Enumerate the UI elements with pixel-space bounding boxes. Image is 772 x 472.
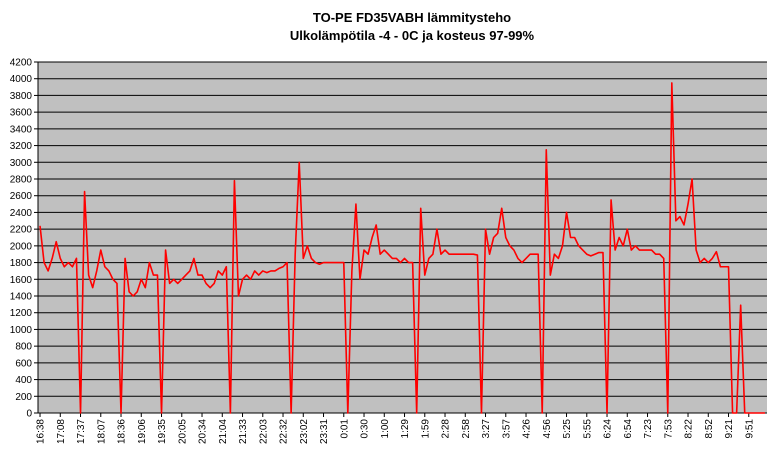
x-tick-label: 2:28 (441, 419, 452, 439)
x-tick-label: 23:31 (319, 419, 330, 444)
y-tick-label: 3800 (10, 91, 33, 102)
y-tick-label: 4200 (10, 58, 33, 69)
x-tick-label: 9:51 (744, 419, 755, 439)
x-tick-label: 2:58 (461, 419, 472, 439)
y-tick-label: 400 (15, 375, 32, 386)
x-tick-label: 4:26 (522, 419, 533, 439)
x-tick-label: 0:30 (360, 419, 371, 439)
x-tick-label: 3:57 (501, 419, 512, 439)
chart-title: TO-PE FD35VABH lämmitysteho (313, 10, 511, 25)
x-tick-label: 6:54 (623, 419, 634, 439)
x-tick-label: 17:37 (76, 419, 87, 444)
x-tick-label: 0:01 (339, 419, 350, 439)
y-tick-label: 2000 (10, 241, 33, 252)
y-tick-label: 2200 (10, 225, 33, 236)
plot-area (38, 62, 767, 413)
x-tick-label: 4:56 (542, 419, 553, 439)
x-tick-label: 8:52 (704, 419, 715, 439)
x-tick-label: 3:27 (481, 419, 492, 439)
x-tick-label: 1:29 (400, 419, 411, 439)
x-tick-label: 16:38 (36, 419, 47, 444)
x-tick-label: 21:04 (218, 419, 229, 444)
x-tick-label: 5:55 (582, 419, 593, 439)
x-tick-label: 1:59 (420, 419, 431, 439)
y-tick-label: 2600 (10, 191, 33, 202)
y-tick-label: 1200 (10, 308, 33, 319)
x-tick-label: 18:07 (96, 419, 107, 444)
y-tick-label: 800 (15, 342, 32, 353)
x-tick-label: 1:00 (380, 419, 391, 439)
y-tick-label: 3600 (10, 108, 33, 119)
x-tick-label: 7:23 (643, 419, 654, 439)
y-tick-label: 1600 (10, 275, 33, 286)
x-tick-label: 18:36 (117, 419, 128, 444)
x-tick-label: 5:25 (562, 419, 573, 439)
y-tick-label: 4000 (10, 74, 33, 85)
y-tick-label: 0 (26, 409, 32, 420)
line-series (39, 82, 765, 414)
x-tick-label: 7:53 (663, 419, 674, 439)
x-tick-label: 8:22 (684, 419, 695, 439)
y-tick-label: 1000 (10, 325, 33, 336)
y-tick-label: 1800 (10, 258, 33, 269)
y-tick-label: 2400 (10, 208, 33, 219)
x-tick-label: 17:08 (56, 419, 67, 444)
x-tick-label: 20:05 (177, 419, 188, 444)
y-tick-label: 3000 (10, 158, 33, 169)
x-tick-label: 23:02 (299, 419, 310, 444)
y-tick-label: 1400 (10, 292, 33, 303)
x-tick-label: 20:34 (198, 419, 209, 444)
y-tick-label: 200 (15, 392, 32, 403)
x-tick-label: 19:06 (137, 419, 148, 444)
y-tick-label: 3200 (10, 141, 33, 152)
x-tick-label: 19:35 (157, 419, 168, 444)
x-tick-label: 21:33 (238, 419, 249, 444)
y-tick-label: 2800 (10, 175, 33, 186)
y-tick-label: 600 (15, 358, 32, 369)
y-tick-label: 3400 (10, 124, 33, 135)
x-tick-label: 9:21 (724, 419, 735, 439)
x-tick-label: 6:24 (603, 419, 614, 439)
x-tick-label: 22:32 (279, 419, 290, 444)
x-tick-label: 22:03 (258, 419, 269, 444)
chart-subtitle: Ulkolämpötila -4 - 0C ja kosteus 97-99% (290, 28, 535, 43)
